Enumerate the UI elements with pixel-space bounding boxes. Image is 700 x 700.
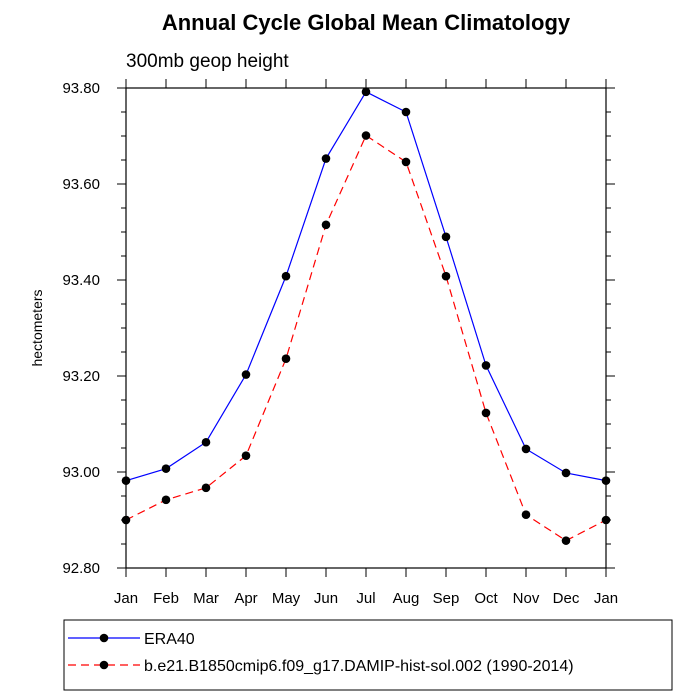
series-2-point [521, 510, 531, 520]
series-2-point [121, 515, 131, 525]
series-2-point [241, 451, 251, 460]
series-2-point [401, 157, 411, 167]
y-tick-label: 92.80 [62, 560, 100, 577]
legend-marker-2 [99, 660, 109, 670]
x-tick-label: Dec [553, 590, 580, 607]
series-1-point [441, 232, 451, 242]
series-2-point [361, 131, 371, 140]
chart-subtitle: 300mb geop height [126, 51, 289, 72]
x-tick-label: Mar [193, 590, 219, 607]
series-2-point [441, 271, 451, 281]
x-tick-label: Jul [356, 590, 375, 607]
series-1-point [401, 107, 411, 117]
series-1-point [241, 370, 251, 379]
series-2-point [601, 515, 611, 525]
x-tick-label: Apr [234, 590, 257, 607]
x-tick-label: Oct [474, 590, 498, 607]
series-1-point [481, 361, 491, 370]
x-tick-label: Jun [314, 590, 338, 607]
series-2-point [481, 408, 491, 418]
x-tick-label: Feb [153, 590, 179, 607]
legend-marker-1 [99, 633, 109, 643]
series-1-point [521, 444, 531, 454]
x-tick-label: Jan [114, 590, 138, 607]
series-2-point [321, 220, 331, 230]
series-1-point [201, 437, 211, 447]
x-tick-label: Aug [393, 590, 420, 607]
x-tick-label: May [272, 590, 301, 607]
series-1-point [321, 154, 331, 163]
y-tick-label: 93.20 [62, 368, 100, 385]
series-2-point [561, 536, 571, 545]
series-1-point [121, 476, 131, 485]
series-1-point [601, 476, 611, 485]
y-tick-label: 93.80 [62, 80, 100, 97]
plot-frame [125, 87, 607, 569]
x-tick-label: Nov [513, 590, 540, 607]
y-tick-label: 93.60 [62, 176, 100, 193]
series-2-point [281, 354, 291, 364]
y-tick-label: 93.00 [62, 464, 100, 481]
x-tick-label: Sep [433, 590, 460, 607]
series-2-point [161, 495, 171, 505]
series-1-point [361, 87, 371, 97]
series-2-point [201, 483, 211, 493]
series-1-point [161, 464, 171, 473]
series-line-2 [125, 134, 607, 542]
legend-label-1: ERA40 [144, 631, 195, 648]
series-1-point [281, 271, 291, 281]
legend-box [63, 619, 673, 691]
y-axis-label: hectometers [29, 289, 45, 366]
series-line-1 [125, 91, 607, 482]
x-tick-label: Jan [594, 590, 618, 607]
chart-title: Annual Cycle Global Mean Climatology [162, 10, 571, 35]
series-1-point [561, 468, 571, 478]
legend-label-2: b.e21.B1850cmip6.f09_g17.DAMIP-hist-sol.… [144, 658, 574, 675]
y-tick-label: 93.40 [62, 272, 100, 289]
